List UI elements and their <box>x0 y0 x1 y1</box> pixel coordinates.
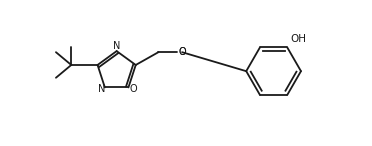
Text: O: O <box>178 47 186 57</box>
Text: OH: OH <box>290 34 306 44</box>
Text: O: O <box>130 84 137 94</box>
Text: N: N <box>113 41 120 51</box>
Text: O: O <box>178 47 186 57</box>
Text: N: N <box>97 84 105 94</box>
